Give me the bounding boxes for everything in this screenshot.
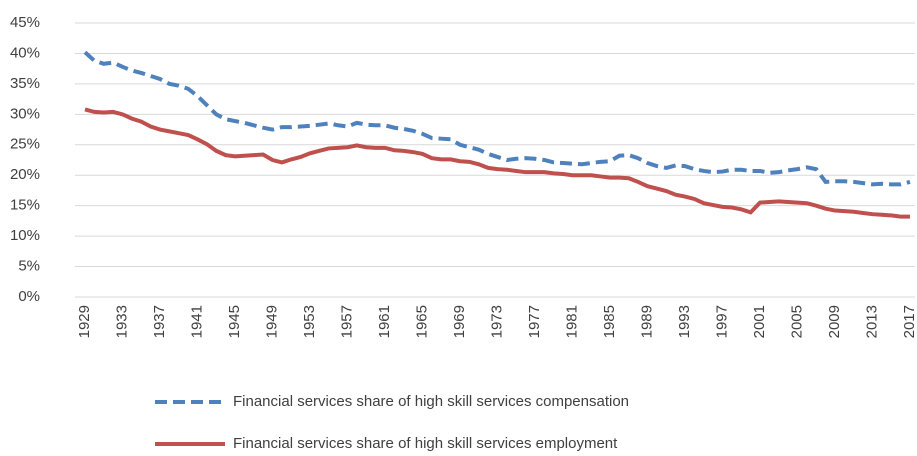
x-tick-label: 1945: [226, 305, 243, 338]
x-tick-label: 2017: [901, 305, 917, 338]
x-tick-label: 1969: [451, 305, 468, 338]
y-tick-label: 40%: [10, 44, 40, 61]
x-tick-label: 1957: [338, 305, 355, 338]
y-tick-label: 5%: [18, 258, 40, 275]
legend-label: Financial services share of high skill s…: [233, 393, 629, 410]
x-tick-label: 1941: [188, 305, 205, 338]
y-tick-label: 10%: [10, 227, 40, 244]
x-tick-label: 1949: [263, 305, 280, 338]
x-tick-label: 1977: [526, 305, 543, 338]
y-tick-label: 35%: [10, 75, 40, 92]
x-tick-label: 2013: [863, 305, 880, 338]
x-tick-label: 1937: [151, 305, 168, 338]
x-tick-label: 1933: [113, 305, 130, 338]
x-tick-label: 2009: [826, 305, 843, 338]
series-line: [84, 107, 910, 219]
x-tick-label: 1965: [413, 305, 430, 338]
x-tick-label: 2005: [788, 305, 805, 338]
x-tick-label: 1953: [301, 305, 318, 338]
x-tick-label: 1929: [76, 305, 93, 338]
legend-label: Financial services share of high skill s…: [233, 435, 618, 452]
series-line: [83, 50, 911, 187]
x-tick-label: 1989: [638, 305, 655, 338]
x-tick-label: 1985: [601, 305, 618, 338]
y-tick-label: 25%: [10, 136, 40, 153]
x-tick-label: 1961: [376, 305, 393, 338]
x-tick-label: 1981: [563, 305, 580, 338]
x-tick-label: 2001: [751, 305, 768, 338]
y-tick-label: 30%: [10, 105, 40, 122]
x-tick-label: 1997: [713, 305, 730, 338]
y-tick-label: 20%: [10, 166, 40, 183]
y-tick-label: 0%: [18, 288, 40, 305]
y-tick-label: 15%: [10, 197, 40, 214]
x-tick-label: 1973: [488, 305, 505, 338]
x-tick-label: 1993: [676, 305, 693, 338]
y-tick-label: 45%: [10, 14, 40, 31]
